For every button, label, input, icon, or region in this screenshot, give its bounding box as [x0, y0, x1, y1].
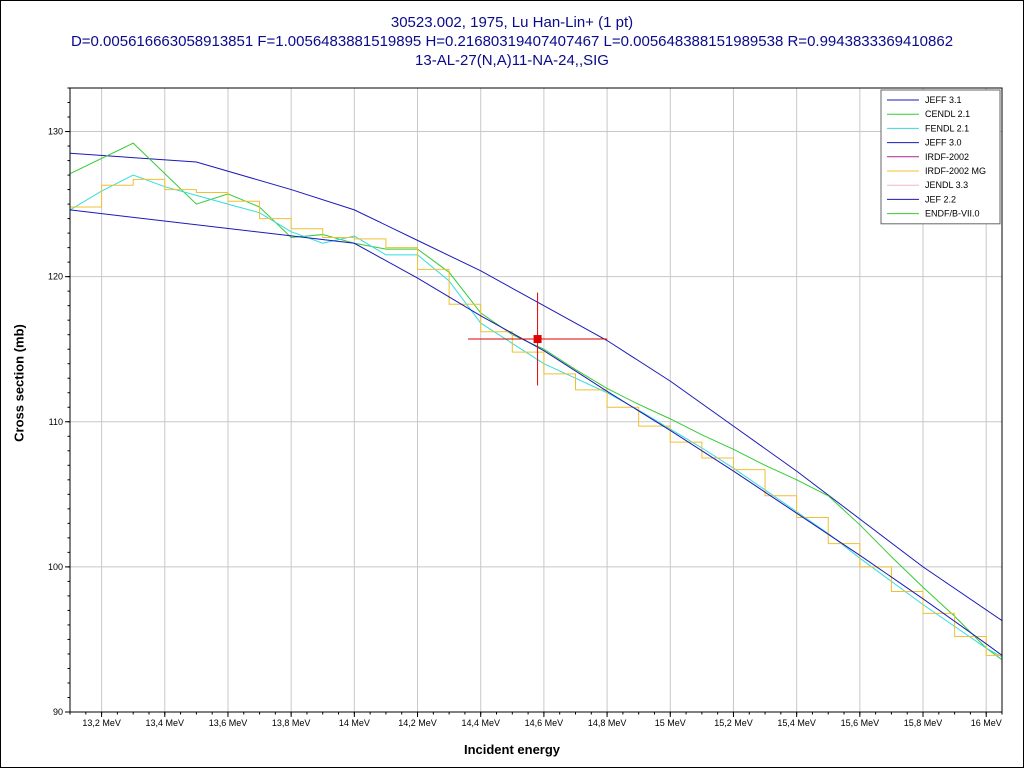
x-tick-label: 13,4 MeV: [146, 718, 185, 728]
legend-label: ENDF/B-VII.0: [925, 209, 980, 219]
x-tick-label: 14,8 MeV: [588, 718, 627, 728]
y-tick-label: 120: [48, 272, 63, 282]
y-tick-label: 100: [48, 562, 63, 572]
y-axis-label: Cross section (mb): [11, 324, 27, 442]
x-tick-label: 13,2 MeV: [82, 718, 121, 728]
legend-label: IRDF-2002 MG: [925, 166, 986, 176]
x-tick-label: 14,4 MeV: [461, 718, 500, 728]
chart-subtitle-reaction: 13-AL-27(N,A)11-NA-24,,SIG: [415, 52, 609, 69]
y-tick-label: 90: [53, 707, 63, 717]
legend-label: JEF 2.2: [925, 194, 956, 204]
chart-subtitle-fit-parameters: D=0.005616663058913851 F=1.0056483881519…: [70, 33, 954, 50]
legend-label: JEFF 3.0: [925, 138, 962, 148]
x-tick-label: 15 MeV: [655, 718, 686, 728]
x-tick-label: 15,6 MeV: [841, 718, 880, 728]
x-tick-label: 13,8 MeV: [272, 718, 311, 728]
legend-label: FENDL 2.1: [925, 123, 969, 133]
legend-label: JENDL 3.3: [925, 180, 968, 190]
x-tick-label: 16 MeV: [971, 718, 1002, 728]
x-tick-label: 13,6 MeV: [209, 718, 248, 728]
y-tick-label: 110: [49, 417, 63, 427]
x-tick-label: 15,4 MeV: [777, 718, 816, 728]
data-point-marker: [533, 335, 542, 344]
x-tick-label: 15,8 MeV: [904, 718, 943, 728]
legend-label: CENDL 2.1: [925, 109, 970, 119]
x-tick-label: 14,6 MeV: [525, 718, 564, 728]
series-line-jeff-3-1: [70, 152, 1002, 621]
y-tick-label: 130: [48, 127, 63, 137]
series-line-jef-2-2: [70, 209, 1002, 656]
x-tick-label: 14 MeV: [339, 718, 370, 728]
legend-label: JEFF 3.1: [925, 95, 962, 105]
legend-label: IRDF-2002: [925, 152, 969, 162]
x-axis-label: Incident energy: [463, 742, 561, 757]
plot-area: [70, 88, 1002, 712]
series-line-cendl-2-1: [70, 142, 1002, 661]
plot-border: [69, 87, 1003, 713]
x-tick-label: 14,2 MeV: [398, 718, 437, 728]
x-tick-label: 15,2 MeV: [714, 718, 753, 728]
chart-title: 30523.002, 1975, Lu Han-Lin+ (1 pt): [390, 14, 634, 31]
series-line-irdf-2002-mg: [70, 178, 1002, 656]
